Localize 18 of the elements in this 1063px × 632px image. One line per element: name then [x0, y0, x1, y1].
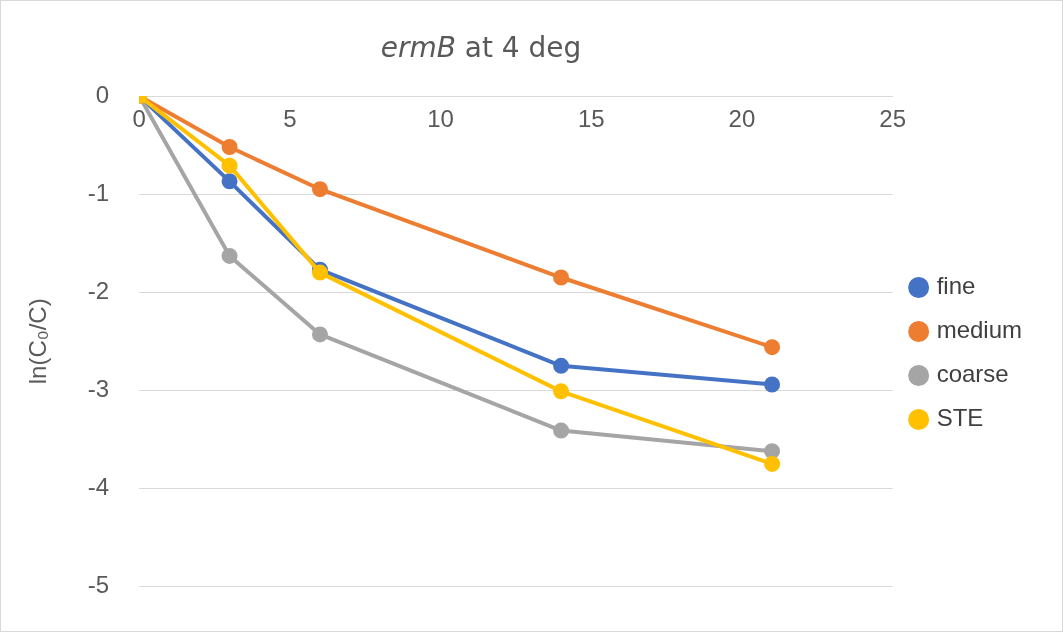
- legend-label: STE: [936, 404, 984, 432]
- x-tick-label: 15: [577, 105, 605, 133]
- y-tick-label: 0: [95, 80, 110, 108]
- legend-label: fine: [936, 272, 976, 300]
- x-tick-label: 25: [879, 105, 906, 133]
- y-tick-label: -3: [87, 374, 110, 402]
- x-tick-label: 20: [728, 105, 756, 133]
- legend-label: medium: [936, 316, 1022, 344]
- y-tick-label: -4: [87, 473, 110, 501]
- y-tick-label: -5: [87, 571, 110, 599]
- x-tick-label: 10: [427, 105, 454, 133]
- y-tick-label: -1: [87, 178, 110, 206]
- legend-label: coarse: [936, 360, 1009, 388]
- y-tick-label: -2: [87, 276, 110, 304]
- x-tick-label: 5: [283, 105, 297, 133]
- x-tick-label: 0: [132, 105, 146, 133]
- chart-title: ermB at 4 deg: [379, 31, 583, 64]
- y-axis-title: ln(C₀/C): [24, 298, 52, 385]
